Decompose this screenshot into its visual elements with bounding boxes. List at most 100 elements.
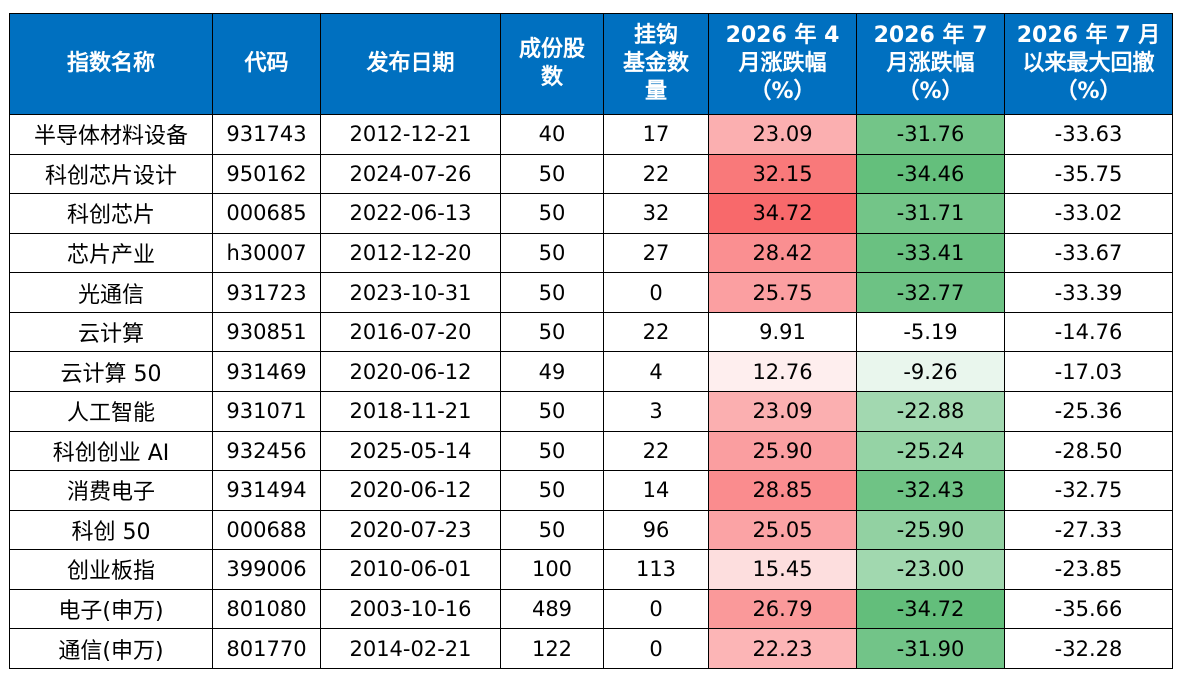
- constituents-cell: 50: [500, 193, 604, 234]
- max-drawdown-cell: -25.36: [1004, 390, 1173, 432]
- constituents-cell: 50: [500, 272, 604, 313]
- table-row: 云计算 50 931469 2020-06-12 49 4 12.76 -9.26 -17.0…: [9, 351, 1173, 392]
- jul-change-cell: -34.46: [856, 153, 1005, 195]
- constituents-cell: 50: [500, 232, 604, 274]
- code-cell: 931743: [212, 114, 321, 155]
- header-index-name: 指数名称: [9, 13, 213, 115]
- release-date-cell: 2022-06-13: [320, 193, 501, 234]
- linked-funds-cell: 14: [603, 470, 709, 511]
- header-release-date: 发布日期: [320, 13, 501, 115]
- release-date-cell: 2020-07-23: [320, 509, 501, 551]
- release-date-cell: 2014-02-21: [320, 628, 501, 669]
- code-cell: 931469: [212, 351, 321, 392]
- constituents-cell: 40: [500, 114, 604, 155]
- header-apr-change: 2026 年 4 月涨跌幅 （%）: [708, 13, 857, 115]
- linked-funds-cell: 27: [603, 232, 709, 274]
- index-name-cell: 电子(申万): [9, 588, 213, 630]
- table-row: 科创 50 000688 2020-07-23 50 96 25.05 -25.90 -27.…: [9, 509, 1173, 551]
- index-performance-table: 指数名称 代码 发布日期 成份股数挂钩 基金数量 2026 年 4 月涨跌幅 （%） 2026 …: [9, 13, 1173, 669]
- constituents-cell: 49: [500, 351, 604, 392]
- index-name-cell: 云计算: [9, 311, 213, 353]
- constituents-cell: 50: [500, 430, 604, 472]
- index-name-cell: 消费电子: [9, 470, 213, 511]
- max-drawdown-cell: -28.50: [1004, 430, 1173, 472]
- table-row: 通信(申万) 801770 2014-02-21 122 0 22.23 -31.90 -32…: [9, 628, 1173, 669]
- linked-funds-cell: 32: [603, 193, 709, 234]
- jul-change-cell: -33.41: [856, 232, 1005, 274]
- constituents-cell: 50: [500, 470, 604, 511]
- jul-change-cell: -22.88: [856, 390, 1005, 432]
- constituents-cell: 489: [500, 588, 604, 630]
- release-date-cell: 2012-12-20: [320, 232, 501, 274]
- index-name-cell: 创业板指: [9, 549, 213, 590]
- release-date-cell: 2024-07-26: [320, 153, 501, 195]
- max-drawdown-cell: -23.85: [1004, 549, 1173, 590]
- constituents-cell: 100: [500, 549, 604, 590]
- code-cell: 930851: [212, 311, 321, 353]
- jul-change-cell: -34.72: [856, 588, 1005, 630]
- apr-change-cell: 23.09: [708, 114, 857, 155]
- release-date-cell: 2020-06-12: [320, 351, 501, 392]
- max-drawdown-cell: -33.39: [1004, 272, 1173, 313]
- release-date-cell: 2023-10-31: [320, 272, 501, 313]
- table-row: 电子(申万) 801080 2003-10-16 489 0 26.79 -34.72 -35…: [9, 588, 1173, 630]
- apr-change-cell: 9.91: [708, 311, 857, 353]
- constituents-cell: 122: [500, 628, 604, 669]
- apr-change-cell: 34.72: [708, 193, 857, 234]
- index-name-cell: 通信(申万): [9, 628, 213, 669]
- linked-funds-cell: 22: [603, 311, 709, 353]
- code-cell: 801770: [212, 628, 321, 669]
- table-row: 科创芯片 000685 2022-06-13 50 32 34.72 -31.71 -33.0…: [9, 193, 1173, 234]
- jul-change-cell: -25.90: [856, 509, 1005, 551]
- release-date-cell: 2020-06-12: [320, 470, 501, 511]
- apr-change-cell: 12.76: [708, 351, 857, 392]
- index-name-cell: 云计算 50: [9, 351, 213, 392]
- code-cell: h30007: [212, 232, 321, 274]
- apr-change-cell: 23.09: [708, 390, 857, 432]
- constituents-cell: 50: [500, 311, 604, 353]
- linked-funds-cell: 0: [603, 272, 709, 313]
- header-jul-change: 2026 年 7 月涨跌幅 （%）: [856, 13, 1005, 115]
- table-row: 消费电子 931494 2020-06-12 50 14 28.85 -32.43 -32.7…: [9, 470, 1173, 511]
- apr-change-cell: 32.15: [708, 153, 857, 195]
- jul-change-cell: -32.77: [856, 272, 1005, 313]
- header-row: 指数名称 代码 发布日期 成份股数挂钩 基金数量 2026 年 4 月涨跌幅 （%） 2026 …: [9, 13, 1173, 115]
- header-code: 代码: [212, 13, 321, 115]
- max-drawdown-cell: -32.75: [1004, 470, 1173, 511]
- release-date-cell: 2025-05-14: [320, 430, 501, 472]
- table-row: 光通信 931723 2023-10-31 50 0 25.75 -32.77 -33.39: [9, 272, 1173, 313]
- release-date-cell: 2012-12-21: [320, 114, 501, 155]
- max-drawdown-cell: -33.63: [1004, 114, 1173, 155]
- apr-change-cell: 26.79: [708, 588, 857, 630]
- max-drawdown-cell: -33.02: [1004, 193, 1173, 234]
- jul-change-cell: -25.24: [856, 430, 1005, 472]
- index-name-cell: 科创芯片设计: [9, 153, 213, 195]
- max-drawdown-cell: -35.66: [1004, 588, 1173, 630]
- table-row: 科创芯片设计 950162 2024-07-26 50 22 32.15 -34.46 -35…: [9, 153, 1173, 195]
- max-drawdown-cell: -17.03: [1004, 351, 1173, 392]
- jul-change-cell: -31.71: [856, 193, 1005, 234]
- index-name-cell: 科创 50: [9, 509, 213, 551]
- apr-change-cell: 25.75: [708, 272, 857, 313]
- apr-change-cell: 22.23: [708, 628, 857, 669]
- table-row: 科创创业 AI 932456 2025-05-14 50 22 25.90 -25.24 -2…: [9, 430, 1173, 472]
- constituents-cell: 50: [500, 153, 604, 195]
- table-row: 云计算 930851 2016-07-20 50 22 9.91 -5.19 -14.76: [9, 311, 1173, 353]
- release-date-cell: 2003-10-16: [320, 588, 501, 630]
- release-date-cell: 2018-11-21: [320, 390, 501, 432]
- code-cell: 000685: [212, 193, 321, 234]
- linked-funds-cell: 3: [603, 390, 709, 432]
- jul-change-cell: -31.90: [856, 628, 1005, 669]
- header-max-drawdown: 2026 年 7 月以来最大回撤 （%）: [1004, 13, 1173, 115]
- code-cell: 950162: [212, 153, 321, 195]
- jul-change-cell: -32.43: [856, 470, 1005, 511]
- max-drawdown-cell: -33.67: [1004, 232, 1173, 274]
- code-cell: 931071: [212, 390, 321, 432]
- code-cell: 801080: [212, 588, 321, 630]
- code-cell: 932456: [212, 430, 321, 472]
- table-row: 创业板指 399006 2010-06-01 100 113 15.45 -23.00 -23…: [9, 549, 1173, 590]
- code-cell: 000688: [212, 509, 321, 551]
- linked-funds-cell: 17: [603, 114, 709, 155]
- max-drawdown-cell: -27.33: [1004, 509, 1173, 551]
- jul-change-cell: -5.19: [856, 311, 1005, 353]
